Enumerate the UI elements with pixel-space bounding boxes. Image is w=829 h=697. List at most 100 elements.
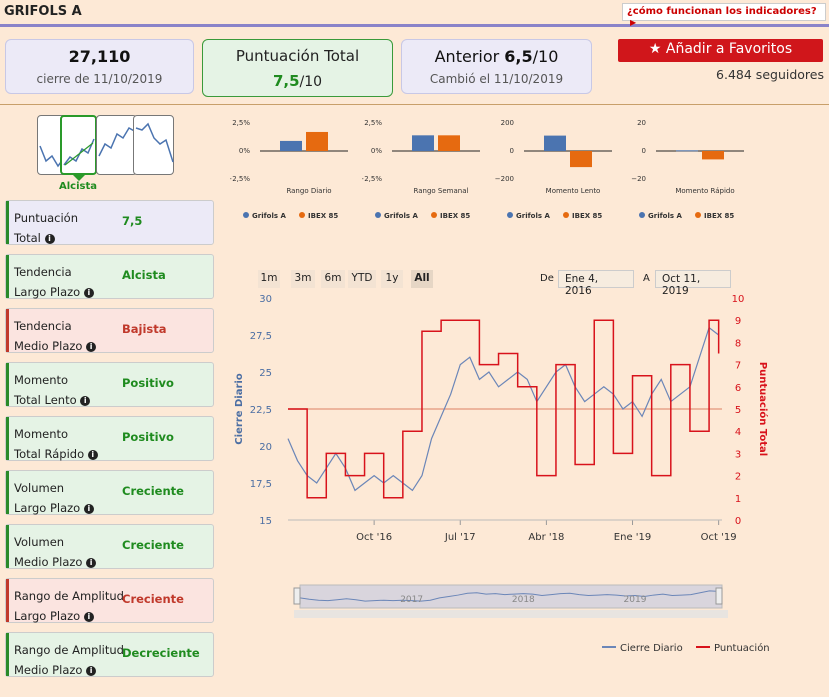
status-bar: [6, 255, 9, 298]
range-button-6m[interactable]: 6m: [321, 270, 345, 288]
range-button-1m[interactable]: 1m: [258, 270, 280, 288]
score-value: 7,5/10: [272, 72, 323, 90]
info-icon[interactable]: i: [83, 611, 94, 622]
indicator-label: Volumen Largo Plazo i: [14, 478, 94, 518]
y2-tick-label: 2: [735, 472, 741, 483]
from-label: De: [540, 273, 554, 284]
navigator-scrollbar[interactable]: [294, 610, 728, 618]
y-tick-label: 30: [259, 294, 272, 305]
indicator-value: Creciente: [122, 592, 184, 606]
y-tick-label: 0: [510, 147, 514, 155]
y2-tick-label: 8: [735, 338, 741, 349]
info-icon[interactable]: i: [83, 287, 94, 298]
add-favorites-button[interactable]: ★ Añadir a Favoritos: [618, 39, 823, 62]
indicator-label: Momento Total Lento i: [14, 370, 91, 410]
section-divider: [0, 104, 829, 105]
y2-tick-label: 1: [735, 494, 741, 505]
status-bar: [6, 363, 9, 406]
mini-chart-title: Momento Lento: [546, 187, 601, 195]
add-favorites-label: Añadir a Favoritos: [665, 41, 793, 57]
from-date-input[interactable]: Ene 4, 2016: [558, 270, 634, 297]
to-date-input[interactable]: Oct 11, 2019: [655, 270, 731, 297]
range-button-3m[interactable]: 3m: [291, 270, 315, 288]
y-tick-label: 22,5: [250, 405, 272, 416]
y-axis-title: Cierre Diario: [234, 373, 245, 445]
info-icon[interactable]: i: [86, 557, 97, 568]
mini-chart: 2,5% 0% −2,5% Rango Semanal Grifols A IBEX 85: [362, 119, 480, 220]
range-button-1y[interactable]: 1y: [381, 270, 403, 288]
y2-tick-label: 4: [735, 427, 741, 438]
how-link-label: ¿cómo funcionan los indicadores?: [627, 6, 817, 17]
legend-label-b: IBEX 85: [440, 212, 470, 220]
range-button-all[interactable]: All: [411, 270, 433, 288]
previous-score-card: Anterior 6,5/10 Cambió el 11/10/2019: [401, 39, 592, 94]
legend-dot-b: [299, 212, 305, 218]
info-icon[interactable]: i: [44, 233, 55, 244]
info-icon[interactable]: i: [87, 449, 98, 460]
bar-ibex-85: [438, 135, 460, 151]
indicator-value: Alcista: [122, 268, 166, 282]
bar-ibex-85: [702, 151, 724, 160]
indicator-value: Creciente: [122, 484, 184, 498]
legend-price-label[interactable]: Cierre Diario: [620, 643, 683, 654]
legend-score-label[interactable]: Puntuación: [714, 642, 770, 654]
y-tick-label: 17,5: [250, 479, 272, 490]
legend-label-b: IBEX 85: [704, 212, 734, 220]
bar-grifols-a: [544, 135, 566, 151]
y-tick-label: 27,5: [250, 331, 272, 342]
trend-thumb-4[interactable]: [133, 115, 174, 175]
y-tick-label: −20: [631, 175, 646, 183]
y2-tick-label: 10: [732, 294, 745, 305]
mini-chart-title: Rango Diario: [286, 187, 331, 195]
how-indicators-link[interactable]: ¿cómo funcionan los indicadores?▶: [622, 3, 826, 27]
bar-grifols-a: [280, 140, 302, 151]
indicator-label: Tendencia Medio Plazo i: [14, 316, 97, 356]
legend-label-b: IBEX 85: [308, 212, 338, 220]
uptrend-sparkline: [63, 138, 95, 166]
legend-label-a: Grifols A: [252, 212, 286, 220]
bar-ibex-85: [570, 151, 592, 168]
y2-tick-label: 5: [735, 405, 741, 416]
y-tick-label: 200: [501, 119, 514, 127]
y2-tick-label: 6: [735, 383, 741, 394]
status-bar: [6, 309, 9, 352]
info-icon[interactable]: i: [80, 395, 91, 406]
navigator-handle-right[interactable]: [715, 587, 723, 605]
indicator-card: Volumen Medio Plazo i Creciente: [5, 524, 214, 569]
info-icon[interactable]: i: [83, 503, 94, 514]
trend-sparkline: [135, 122, 174, 163]
info-icon[interactable]: i: [86, 665, 97, 676]
navigator-label: 2018: [512, 595, 535, 605]
indicator-card: Volumen Largo Plazo i Creciente: [5, 470, 214, 515]
trend-thumb-3[interactable]: [96, 115, 137, 175]
y-tick-label: −2,5%: [362, 175, 382, 183]
y-tick-label: 2,5%: [232, 119, 250, 127]
range-button-ytd[interactable]: YTD: [348, 270, 376, 288]
close-card: 27,110 cierre de 11/10/2019: [5, 39, 194, 94]
legend-dot-a: [375, 212, 381, 218]
indicator-value: Positivo: [122, 430, 174, 444]
legend-label-a: Grifols A: [648, 212, 682, 220]
indicator-card: Tendencia Medio Plazo i Bajista: [5, 308, 214, 353]
previous-changed-label: Cambió el 11/10/2019: [429, 72, 564, 86]
x-tick-label: Oct '16: [356, 532, 392, 543]
mini-chart-title: Rango Semanal: [414, 187, 469, 195]
trend-thumb-alcista[interactable]: [60, 115, 97, 175]
ticker-title: GRIFOLS A: [4, 4, 82, 19]
header-divider: [0, 24, 829, 27]
mini-chart: 200 0 −200 Momento Lento Grifols A IBEX 85: [495, 119, 612, 220]
indicator-value: Creciente: [122, 538, 184, 552]
status-bar: [6, 417, 9, 460]
indicator-card: Momento Total Rápido i Positivo: [5, 416, 214, 461]
y2-tick-label: 3: [735, 449, 741, 460]
star-icon: ★: [648, 41, 662, 57]
indicator-label: Puntuación Total i: [14, 211, 78, 245]
y-tick-label: 0: [642, 147, 646, 155]
info-icon[interactable]: i: [86, 341, 97, 352]
status-bar: [6, 201, 9, 244]
navigator-handle-left[interactable]: [293, 587, 301, 605]
y2-axis-title: Puntuación Total: [757, 362, 769, 456]
status-bar: [6, 525, 9, 568]
selected-pointer-icon: [73, 175, 85, 181]
